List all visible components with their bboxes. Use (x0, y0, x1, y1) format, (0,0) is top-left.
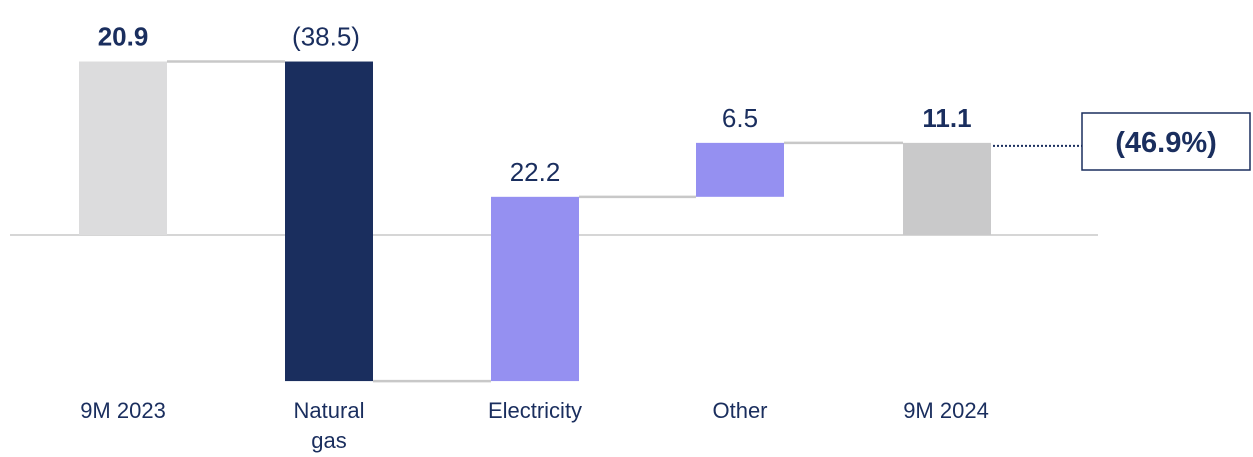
bar-natural-gas (285, 61, 373, 382)
value-label-9m-2024: 11.1 (922, 103, 971, 133)
bars-group (79, 61, 991, 382)
value-label-electricity: 22.2 (510, 157, 561, 187)
callout-box (1081, 112, 1251, 171)
value-label-natural-gas: (38.5) (292, 22, 360, 52)
bar-9m-2024 (903, 142, 991, 235)
value-label-9m-2023: 20.9 (98, 22, 149, 52)
connector-lines (167, 60, 903, 383)
category-label-other: Other (712, 398, 767, 423)
value-labels-group: 20.9 (38.5) 22.2 6.5 11.1 (98, 22, 972, 187)
bar-electricity (491, 196, 579, 382)
category-label-9m-2024: 9M 2024 (903, 398, 989, 423)
category-label-9m-2023: 9M 2023 (80, 398, 166, 423)
change-callout: (46.9%) (993, 112, 1251, 171)
callout-percent-label: (46.9%) (1115, 127, 1217, 159)
value-label-other: 6.5 (722, 103, 758, 133)
bar-9m-2023 (79, 61, 167, 235)
category-label-electricity: Electricity (488, 398, 582, 423)
category-label-natural-gas: Natural gas (294, 398, 365, 453)
bar-other (696, 142, 784, 197)
category-labels-group: 9M 2023 Natural gas Electricity Other 9M 2024 (80, 398, 989, 453)
